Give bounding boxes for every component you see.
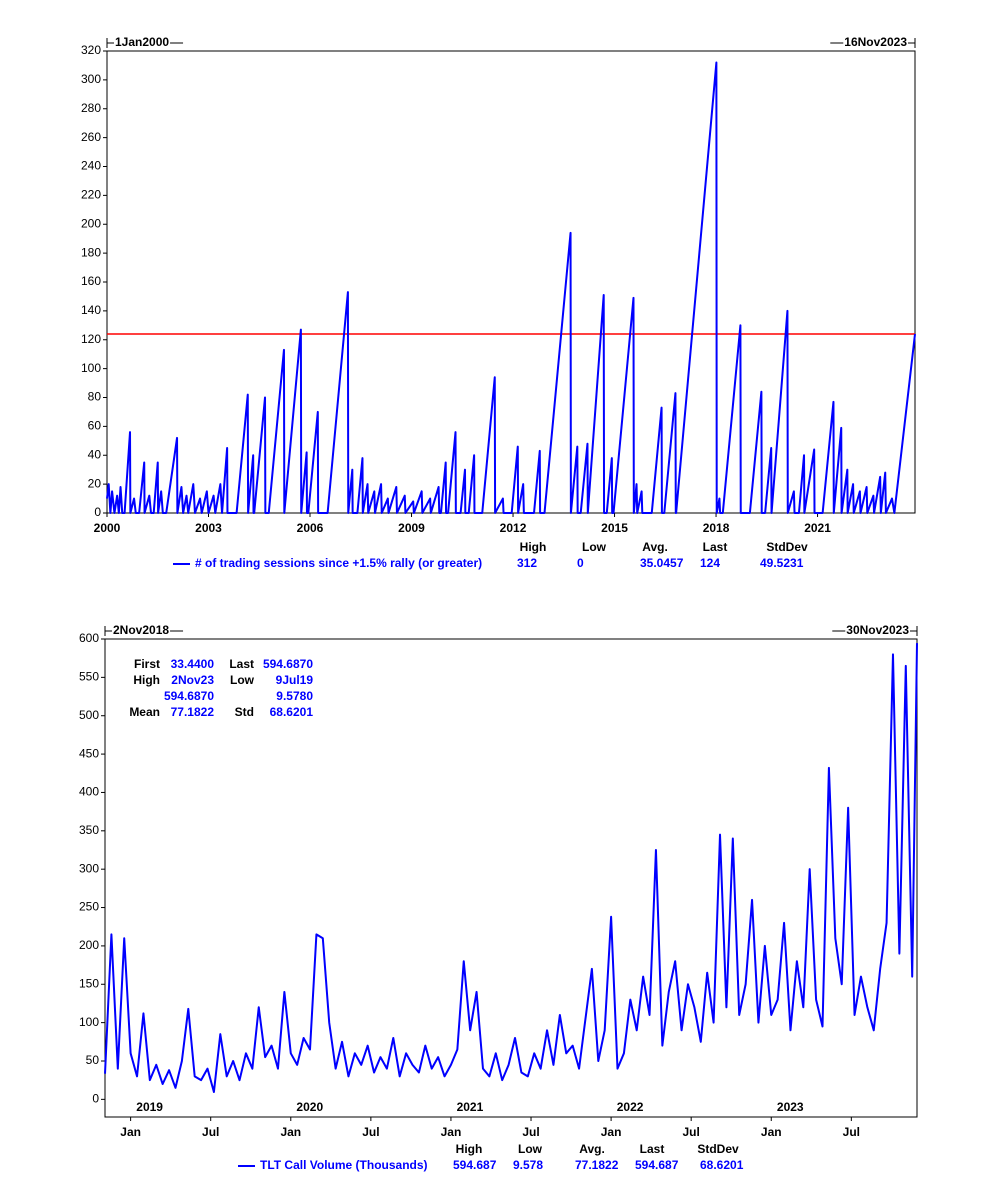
y-tick-label: 100	[79, 1015, 99, 1029]
stat-value: 77.1822	[575, 1158, 619, 1172]
info-value: 68.6201	[270, 705, 314, 719]
y-tick-label: 450	[79, 746, 99, 760]
y-tick-label: 400	[79, 785, 99, 799]
stat-value: 68.6201	[700, 1158, 744, 1172]
y-tick-label: 140	[81, 303, 101, 317]
stat-header: StdDev	[766, 540, 808, 554]
y-tick-label: 50	[86, 1053, 100, 1067]
stat-value: 0	[577, 556, 584, 570]
plot-frame	[104, 638, 918, 1118]
x-tick-label: 2012	[500, 521, 527, 535]
y-tick-label: 600	[79, 631, 99, 645]
y-tick-label: 300	[79, 861, 99, 875]
x-tick-label: 2009	[398, 521, 425, 535]
x-tick-label: 2015	[601, 521, 628, 535]
y-tick-label: 60	[88, 419, 102, 433]
y-tick-label: 80	[88, 390, 102, 404]
y-tick-label: 180	[81, 245, 101, 259]
stat-header: High	[456, 1142, 483, 1156]
y-tick-label: 150	[79, 976, 99, 990]
y-tick-label: 200	[81, 216, 101, 230]
stat-value: 124	[700, 556, 720, 570]
info-label: Mean	[129, 705, 160, 719]
y-tick-label: 350	[79, 823, 99, 837]
info-label: Low	[230, 673, 255, 687]
x-tick-label: Jul	[522, 1125, 539, 1139]
legend-label: TLT Call Volume (Thousands)	[260, 1158, 428, 1172]
stat-header: High	[520, 540, 547, 554]
stat-header: Low	[582, 540, 607, 554]
y-tick-label: 260	[81, 130, 101, 144]
y-tick-label: 160	[81, 274, 101, 288]
legend-label: # of trading sessions since +1.5% rally …	[195, 556, 482, 570]
info-label: Std	[235, 705, 254, 719]
info-value: 2Nov23	[171, 673, 214, 687]
x-tick-label: Jul	[843, 1125, 860, 1139]
y-tick-label: 0	[94, 505, 101, 519]
info-value: 594.6870	[164, 689, 214, 703]
data-line	[104, 643, 918, 1093]
x-tick-label: Jul	[683, 1125, 700, 1139]
stat-value: 9.578	[513, 1158, 543, 1172]
info-value: 594.6870	[263, 657, 313, 671]
y-tick-label: 320	[81, 43, 101, 57]
y-tick-label: 500	[79, 708, 99, 722]
x-tick-label: Jan	[441, 1125, 462, 1139]
x-tick-label: Jan	[280, 1125, 301, 1139]
y-tick-label: 40	[88, 447, 102, 461]
stat-header: Last	[640, 1142, 665, 1156]
y-tick-label: 550	[79, 670, 99, 684]
y-tick-label: 0	[92, 1092, 99, 1106]
x-tick-label: Jan	[120, 1125, 141, 1139]
stat-value: 312	[517, 556, 537, 570]
x-tick-label: Jul	[362, 1125, 379, 1139]
stat-header: Low	[518, 1142, 543, 1156]
x-tick-label: Jan	[601, 1125, 622, 1139]
stat-value: 594.687	[453, 1158, 497, 1172]
year-label: 2021	[457, 1100, 484, 1114]
end-date: 16Nov2023	[844, 35, 907, 49]
info-label: First	[134, 657, 160, 671]
info-value: 9Jul19	[276, 673, 314, 687]
start-date: 1Jan2000	[115, 35, 169, 49]
year-label: 2019	[136, 1100, 163, 1114]
stat-header: Last	[703, 540, 728, 554]
x-tick-label: 2018	[703, 521, 730, 535]
y-tick-label: 100	[81, 361, 101, 375]
y-tick-label: 20	[88, 476, 102, 490]
year-label: 2022	[617, 1100, 644, 1114]
x-tick-label: 2003	[195, 521, 222, 535]
info-value: 33.4400	[171, 657, 215, 671]
y-tick-label: 240	[81, 159, 101, 173]
end-date: 30Nov2023	[846, 623, 909, 637]
info-label: Last	[229, 657, 254, 671]
stat-value: 35.0457	[640, 556, 684, 570]
year-label: 2020	[296, 1100, 323, 1114]
x-tick-label: Jul	[202, 1125, 219, 1139]
y-tick-label: 300	[81, 72, 101, 86]
stat-value: 49.5231	[760, 556, 804, 570]
y-tick-label: 250	[79, 900, 99, 914]
data-line	[106, 61, 916, 514]
info-label: High	[133, 673, 160, 687]
stat-header: Avg.	[642, 540, 668, 554]
x-tick-label: Jan	[761, 1125, 782, 1139]
y-tick-label: 200	[79, 938, 99, 952]
start-date: 2Nov2018	[113, 623, 169, 637]
y-tick-label: 120	[81, 332, 101, 346]
year-label: 2023	[777, 1100, 804, 1114]
info-value: 9.5780	[276, 689, 313, 703]
x-tick-label: 2006	[297, 521, 324, 535]
x-tick-label: 2021	[804, 521, 831, 535]
stat-value: 594.687	[635, 1158, 679, 1172]
stat-header: StdDev	[697, 1142, 739, 1156]
x-tick-label: 2000	[94, 521, 121, 535]
y-tick-label: 280	[81, 101, 101, 115]
info-value: 77.1822	[171, 705, 215, 719]
y-tick-label: 220	[81, 188, 101, 202]
stat-header: Avg.	[579, 1142, 605, 1156]
